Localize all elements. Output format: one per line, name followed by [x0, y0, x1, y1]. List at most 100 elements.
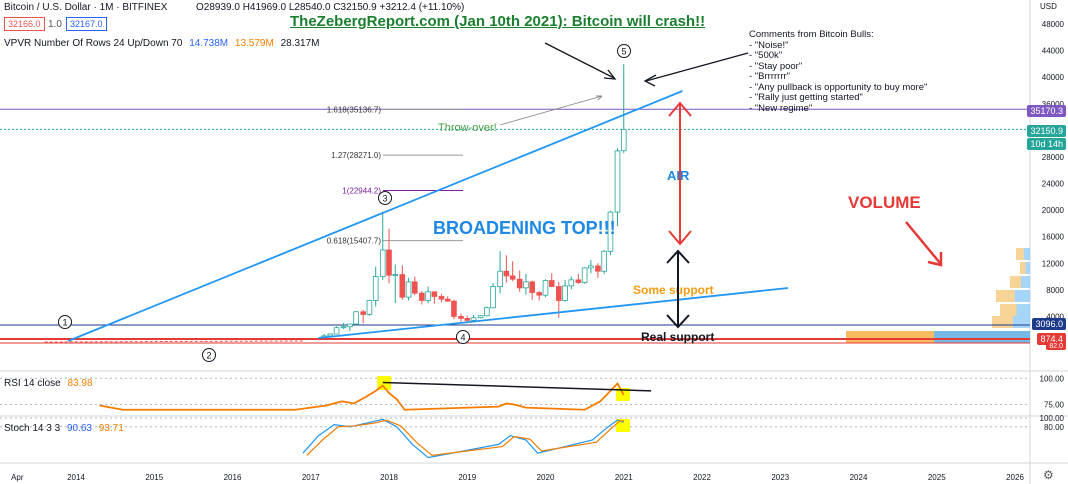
volume-profile-bar-up: [996, 290, 1015, 302]
wave-circle: [617, 44, 631, 58]
y-tick-label: 40000: [1042, 73, 1065, 82]
y-tick-label: 4000: [1046, 312, 1064, 321]
candle-body: [607, 211, 614, 252]
upper-trendline: [67, 90, 683, 342]
air-label: AIR: [667, 168, 690, 183]
real-support-label: Real support: [641, 330, 714, 344]
currency-label: USD: [1040, 2, 1057, 11]
stoch-d-value: 93.71: [98, 423, 124, 434]
throw-over-label: Throw-over!: [438, 122, 497, 134]
broadening-top-label: BROADENING TOP!!!: [433, 218, 616, 238]
vpvr-legend[interactable]: VPVR Number Of Rows 24 Up/Down 70 14.738…: [4, 38, 320, 49]
candle-body: [399, 274, 406, 298]
volume-profile-poc-up: [846, 331, 934, 343]
volume-profile-bar-up: [1000, 304, 1017, 316]
x-tick-label: 2024: [850, 473, 868, 482]
x-tick-label: 2022: [693, 473, 711, 482]
volume-profile-bar-down: [1012, 316, 1030, 328]
candle-body: [372, 276, 379, 301]
wave-circle: [378, 191, 392, 205]
symbol-title: Bitcoin / U.S. Dollar · 1M · BITFINEX: [4, 2, 167, 13]
fib-level-label: 1.27(28271.0): [331, 151, 381, 160]
rsi-value: 83.98: [67, 378, 93, 389]
candle-body: [529, 281, 535, 293]
vpvr-down: 13.579M: [234, 38, 274, 49]
buy-button[interactable]: 32167.0: [66, 17, 107, 31]
candle-body: [542, 280, 549, 296]
y-tick-label: 12000: [1042, 259, 1065, 268]
fib-level-label: 0.618(15407.7): [327, 237, 382, 246]
volume-profile-bar-down: [1016, 304, 1030, 316]
candle-body: [405, 281, 412, 298]
candle-body: [425, 291, 431, 301]
wave-label: 2: [206, 351, 211, 361]
bull-comments: Comments from Bitcoin Bulls: - "Noise!" …: [749, 29, 928, 114]
sell-button[interactable]: 32166.0: [4, 17, 45, 31]
stoch-legend[interactable]: Stoch 14 3 3 90.63 93.71: [4, 423, 124, 434]
rsi-legend[interactable]: RSI 14 close 83.98: [4, 378, 93, 389]
y-tick-label: 8000: [1046, 286, 1064, 295]
candle-body: [340, 326, 347, 329]
candle-body: [562, 285, 568, 301]
early-price-trace: [44, 340, 303, 343]
air-arrow-head-down: [668, 230, 692, 246]
candle-body: [620, 128, 627, 152]
rsi-tick-label: 100.00: [1040, 374, 1065, 383]
wave-label: 5: [621, 47, 626, 57]
y-tick-label: 44000: [1042, 47, 1065, 56]
candle-body: [595, 265, 601, 272]
candle-body: [458, 316, 464, 319]
support-arrow-head-down: [666, 314, 690, 329]
rsi-divergence-line: [382, 381, 652, 392]
y-tick-label: 28000: [1042, 153, 1065, 162]
comments-arrowhead: [643, 74, 657, 87]
candle-body: [614, 150, 621, 213]
volume-arrow: [905, 221, 941, 264]
wave-circle: [456, 330, 470, 344]
price-tag-35170: 35170.3: [1027, 105, 1066, 117]
buy-price: 32167.0: [70, 19, 103, 29]
candle-body: [379, 249, 386, 277]
x-tick-label: 2020: [537, 473, 555, 482]
price-tag-last: 32150.9: [1027, 125, 1066, 137]
volume-profile-poc-down: [934, 331, 1030, 343]
chart-title: TheZebergReport.com (Jan 10th 2021): Bit…: [290, 13, 706, 30]
ohlc-readout: O28939.0 H41969.0 L28540.0 C32150.9 +321…: [196, 2, 464, 13]
candle-body: [484, 307, 490, 317]
wave-label: 1: [62, 318, 67, 328]
ohlc-values: O28939.0 H41969.0 L28540.0 C32150.9 +321…: [196, 2, 465, 13]
lower-trendline: [318, 287, 789, 339]
comments-arrow: [645, 52, 749, 82]
support-arrow-head-up: [666, 249, 690, 264]
countdown-tag: 10d 14h: [1027, 138, 1066, 150]
candle-body: [386, 249, 392, 276]
x-tick-label: 2026: [1006, 473, 1024, 482]
volume-profile-bar-down: [1021, 276, 1030, 288]
candle-body: [509, 275, 516, 280]
volume-profile-bar-up: [992, 316, 1013, 328]
candle-body: [516, 278, 523, 289]
candle-body: [581, 267, 588, 283]
symbol-label: Bitcoin / U.S. Dollar · 1M · BITFINEX: [4, 2, 168, 13]
candle-body: [360, 311, 366, 315]
candle-body: [477, 315, 484, 319]
candle-body: [556, 286, 562, 301]
candle-body: [523, 281, 529, 289]
volume-arrowhead: [927, 252, 943, 267]
stoch-tick-label: 100.00: [1040, 414, 1065, 423]
fib-level-label: 1(22944.2): [342, 187, 381, 196]
candle-body: [588, 265, 594, 269]
x-tick-label: 2017: [302, 473, 320, 482]
price-tag-3096: 3096.0: [1032, 318, 1066, 330]
rsi-line: [99, 381, 625, 411]
candle-body: [392, 274, 399, 276]
settings-gear-icon[interactable]: ⚙: [1043, 468, 1054, 482]
rsi-label: RSI 14 close: [4, 378, 61, 389]
x-tick-label: Apr: [11, 473, 24, 482]
volume-profile-bar-up: [1016, 248, 1024, 260]
volume-label: VOLUME: [848, 193, 921, 212]
sell-price: 32166.0: [8, 19, 41, 29]
x-tick-label: 2023: [771, 473, 789, 482]
spread-value: 1.0: [48, 19, 62, 30]
